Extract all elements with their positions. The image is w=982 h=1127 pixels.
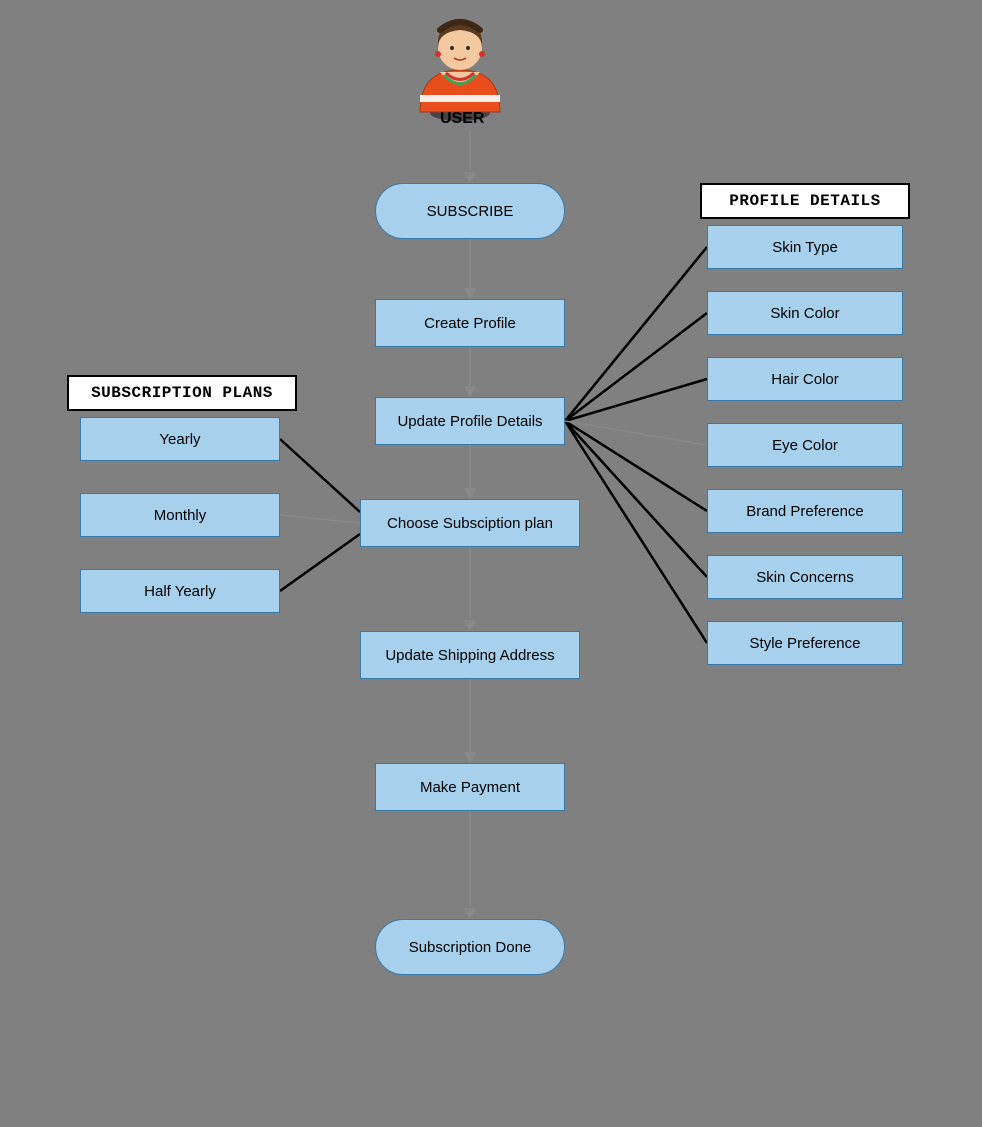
detail-skin-type-label: Skin Type (772, 239, 838, 256)
node-update-profile-label: Update Profile Details (397, 413, 542, 430)
detail-eye-color-label: Eye Color (772, 437, 838, 454)
node-choose-plan: Choose Subsciption plan (360, 499, 580, 547)
node-done: Subscription Done (375, 919, 565, 975)
node-choose-plan-label: Choose Subsciption plan (387, 515, 553, 532)
detail-eye-color: Eye Color (707, 423, 903, 467)
node-payment-label: Make Payment (420, 779, 520, 796)
header-subscription-plans-label: SUBSCRIPTION PLANS (91, 384, 273, 402)
plan-half-yearly-label: Half Yearly (144, 583, 216, 600)
plan-monthly: Monthly (80, 493, 280, 537)
node-shipping: Update Shipping Address (360, 631, 580, 679)
plan-half-yearly: Half Yearly (80, 569, 280, 613)
detail-skin-concerns: Skin Concerns (707, 555, 903, 599)
plan-yearly: Yearly (80, 417, 280, 461)
flowchart-canvas: USER SUBSCRIBE Create Profile Update Pro… (0, 0, 982, 1127)
node-shipping-label: Update Shipping Address (385, 647, 554, 664)
header-profile-details-label: PROFILE DETAILS (729, 192, 881, 210)
node-update-profile: Update Profile Details (375, 397, 565, 445)
node-create-profile-label: Create Profile (424, 315, 516, 332)
detail-skin-color: Skin Color (707, 291, 903, 335)
detail-brand-preference: Brand Preference (707, 489, 903, 533)
user-icon (420, 20, 500, 121)
detail-style-preference: Style Preference (707, 621, 903, 665)
user-label: USER (440, 110, 484, 128)
node-done-label: Subscription Done (409, 939, 532, 956)
detail-style-preference-label: Style Preference (750, 635, 861, 652)
detail-skin-color-label: Skin Color (770, 305, 839, 322)
detail-brand-preference-label: Brand Preference (746, 503, 864, 520)
detail-hair-color-label: Hair Color (771, 371, 839, 388)
detail-skin-type: Skin Type (707, 225, 903, 269)
detail-hair-color: Hair Color (707, 357, 903, 401)
node-subscribe-label: SUBSCRIBE (427, 203, 514, 220)
detail-skin-concerns-label: Skin Concerns (756, 569, 854, 586)
node-create-profile: Create Profile (375, 299, 565, 347)
node-payment: Make Payment (375, 763, 565, 811)
node-subscribe: SUBSCRIBE (375, 183, 565, 239)
plan-monthly-label: Monthly (154, 507, 207, 524)
plan-yearly-label: Yearly (159, 431, 200, 448)
header-profile-details: PROFILE DETAILS (700, 183, 910, 219)
header-subscription-plans: SUBSCRIPTION PLANS (67, 375, 297, 411)
